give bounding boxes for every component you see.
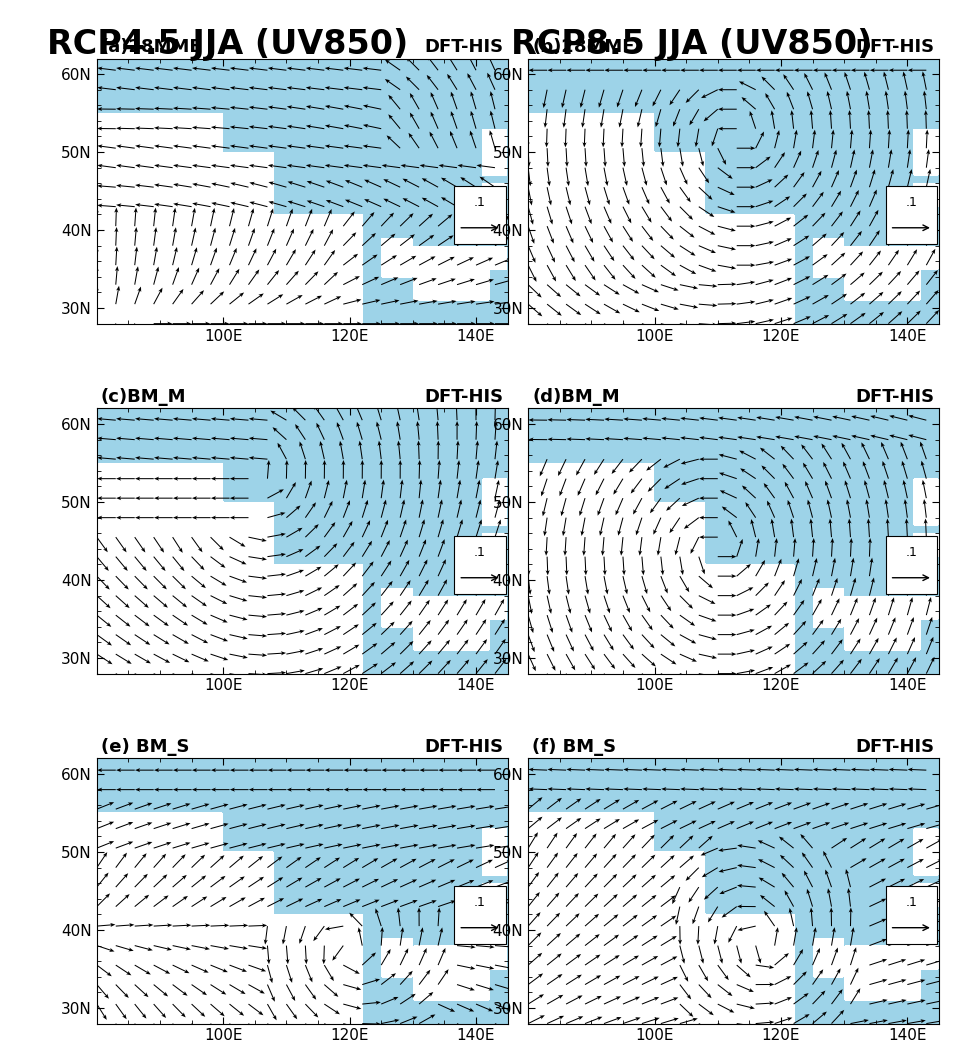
Text: DFT-HIS: DFT-HIS [856, 737, 935, 755]
Text: DFT-HIS: DFT-HIS [424, 38, 503, 56]
Text: RCP4.5 JJA (UV850): RCP4.5 JJA (UV850) [46, 28, 408, 61]
FancyBboxPatch shape [886, 885, 937, 944]
Text: (c)BM_M: (c)BM_M [101, 388, 187, 405]
Text: (b)28MME: (b)28MME [532, 38, 635, 56]
Text: DFT-HIS: DFT-HIS [856, 38, 935, 56]
FancyBboxPatch shape [454, 186, 505, 244]
Text: .1: .1 [905, 896, 917, 909]
Text: RCP8.5 JJA (UV850): RCP8.5 JJA (UV850) [511, 28, 873, 61]
FancyBboxPatch shape [886, 536, 937, 594]
Text: DFT-HIS: DFT-HIS [424, 737, 503, 755]
FancyBboxPatch shape [454, 885, 505, 944]
Text: .1: .1 [474, 546, 486, 559]
Text: (f) BM_S: (f) BM_S [532, 737, 617, 755]
Text: DFT-HIS: DFT-HIS [424, 388, 503, 405]
Text: .1: .1 [474, 896, 486, 909]
FancyBboxPatch shape [454, 536, 505, 594]
FancyBboxPatch shape [886, 186, 937, 244]
Text: (d)BM_M: (d)BM_M [532, 388, 620, 405]
Text: DFT-HIS: DFT-HIS [856, 388, 935, 405]
Text: .1: .1 [905, 546, 917, 559]
Text: .1: .1 [905, 196, 917, 209]
Text: (a)28MME: (a)28MME [101, 38, 202, 56]
Text: .1: .1 [474, 196, 486, 209]
Text: (e) BM_S: (e) BM_S [101, 737, 190, 755]
